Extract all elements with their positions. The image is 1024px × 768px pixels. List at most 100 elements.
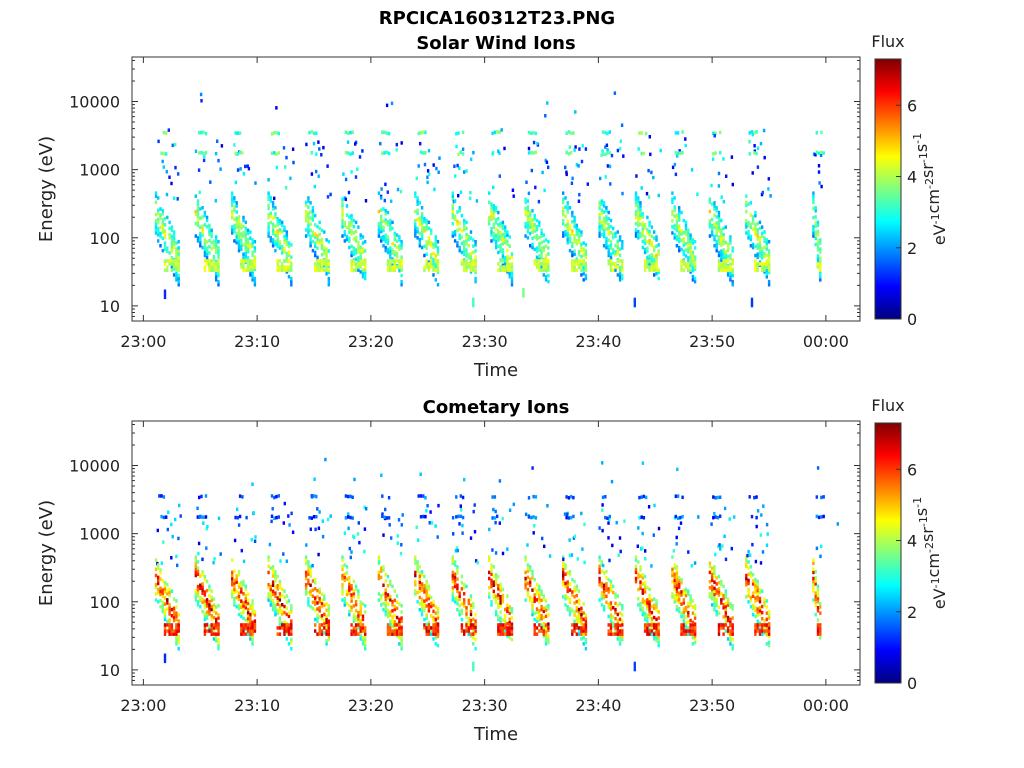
flux-cell (573, 215, 576, 220)
flux-cell (325, 247, 328, 251)
flux-cell (197, 551, 200, 556)
flux-cell (400, 279, 403, 284)
flux-cell (314, 629, 317, 633)
flux-cell (720, 582, 723, 587)
y-axis-label: Energy (eV) (36, 136, 57, 242)
flux-cell (383, 151, 386, 155)
flux-cell (231, 579, 234, 584)
flux-cell (506, 603, 509, 607)
flux-cell (713, 244, 716, 248)
flux-cell (254, 535, 257, 539)
flux-cell (281, 612, 284, 616)
flux-cell (203, 629, 207, 633)
flux-cell (311, 239, 315, 244)
flux-cell (761, 550, 765, 554)
flux-cell (175, 259, 178, 263)
flux-cell (194, 573, 197, 578)
flux-cell (249, 230, 252, 234)
flux-cell (203, 265, 207, 269)
flux-cell (639, 608, 642, 612)
flux-cell (616, 242, 619, 247)
flux-cell (352, 224, 356, 229)
flux-cell (680, 268, 683, 272)
flux-cell (577, 253, 581, 257)
flux-cell (544, 605, 548, 609)
flux-cell (419, 472, 422, 476)
flux-cell (323, 631, 326, 635)
flux-cell (323, 594, 326, 598)
flux-cell (253, 240, 257, 244)
flux-cell (465, 629, 468, 633)
flux-cell (309, 565, 312, 569)
flux-cell (217, 268, 220, 272)
flux-cell (580, 248, 583, 253)
flux-cell (682, 218, 685, 223)
flux-cell (501, 263, 505, 267)
flux-cell (573, 252, 576, 256)
flux-cell (313, 477, 316, 481)
flux-cell (386, 584, 390, 588)
flux-cell (713, 213, 716, 217)
flux-cell (196, 217, 200, 222)
flux-cell (420, 206, 424, 210)
flux-cell (463, 262, 466, 266)
flux-cell (323, 259, 326, 263)
flux-cell (430, 595, 433, 600)
flux-cell (508, 272, 511, 276)
flux-cell (675, 595, 679, 600)
flux-cell (344, 177, 348, 182)
flux-cell (819, 262, 822, 266)
flux-cell (154, 219, 158, 223)
flux-cell (637, 236, 640, 240)
flux-cell (756, 228, 759, 232)
flux-cell (208, 268, 211, 272)
flux-cell (465, 265, 468, 269)
flux-cell (210, 626, 213, 630)
flux-cell (679, 515, 682, 520)
flux-cell (540, 231, 543, 236)
flux-cell (414, 555, 417, 559)
flux-cell (578, 147, 581, 151)
flux-cell (242, 632, 245, 636)
flux-cell (682, 252, 685, 256)
flux-cell (657, 629, 660, 633)
flux-cell (491, 516, 494, 520)
flux-cell (246, 617, 250, 621)
flux-cell (621, 604, 624, 608)
flux-cell (675, 586, 679, 591)
flux-cell (154, 567, 158, 572)
flux-cell (726, 603, 730, 607)
flux-cell (531, 236, 534, 241)
flux-cell (720, 218, 723, 223)
flux-cell (246, 598, 250, 603)
flux-cell (611, 543, 614, 548)
flux-cell (212, 245, 216, 250)
flux-cell (416, 560, 419, 564)
flux-cell (253, 613, 257, 617)
flux-cell (510, 273, 514, 278)
flux-cell (249, 265, 252, 269)
flux-cell (347, 494, 350, 499)
flux-cell (822, 514, 825, 519)
flux-cell (249, 629, 252, 633)
flux-cell (382, 568, 385, 572)
flux-cell (605, 588, 608, 592)
flux-cell (416, 217, 419, 222)
flux-cell (492, 592, 495, 597)
flux-cell (536, 141, 539, 146)
flux-cell (604, 175, 607, 179)
flux-cell (693, 279, 697, 284)
flux-cell (687, 237, 690, 242)
flux-cell (678, 149, 681, 153)
flux-cell (501, 551, 505, 556)
flux-cell (469, 634, 473, 638)
flux-cell (290, 607, 293, 611)
flux-cell (469, 259, 473, 263)
flux-cell (389, 249, 392, 253)
flux-cell (267, 206, 270, 211)
flux-cell (287, 599, 291, 603)
flux-cell (244, 251, 247, 255)
flux-cell (287, 241, 291, 245)
flux-cell (612, 226, 615, 231)
flux-cell (605, 209, 608, 213)
